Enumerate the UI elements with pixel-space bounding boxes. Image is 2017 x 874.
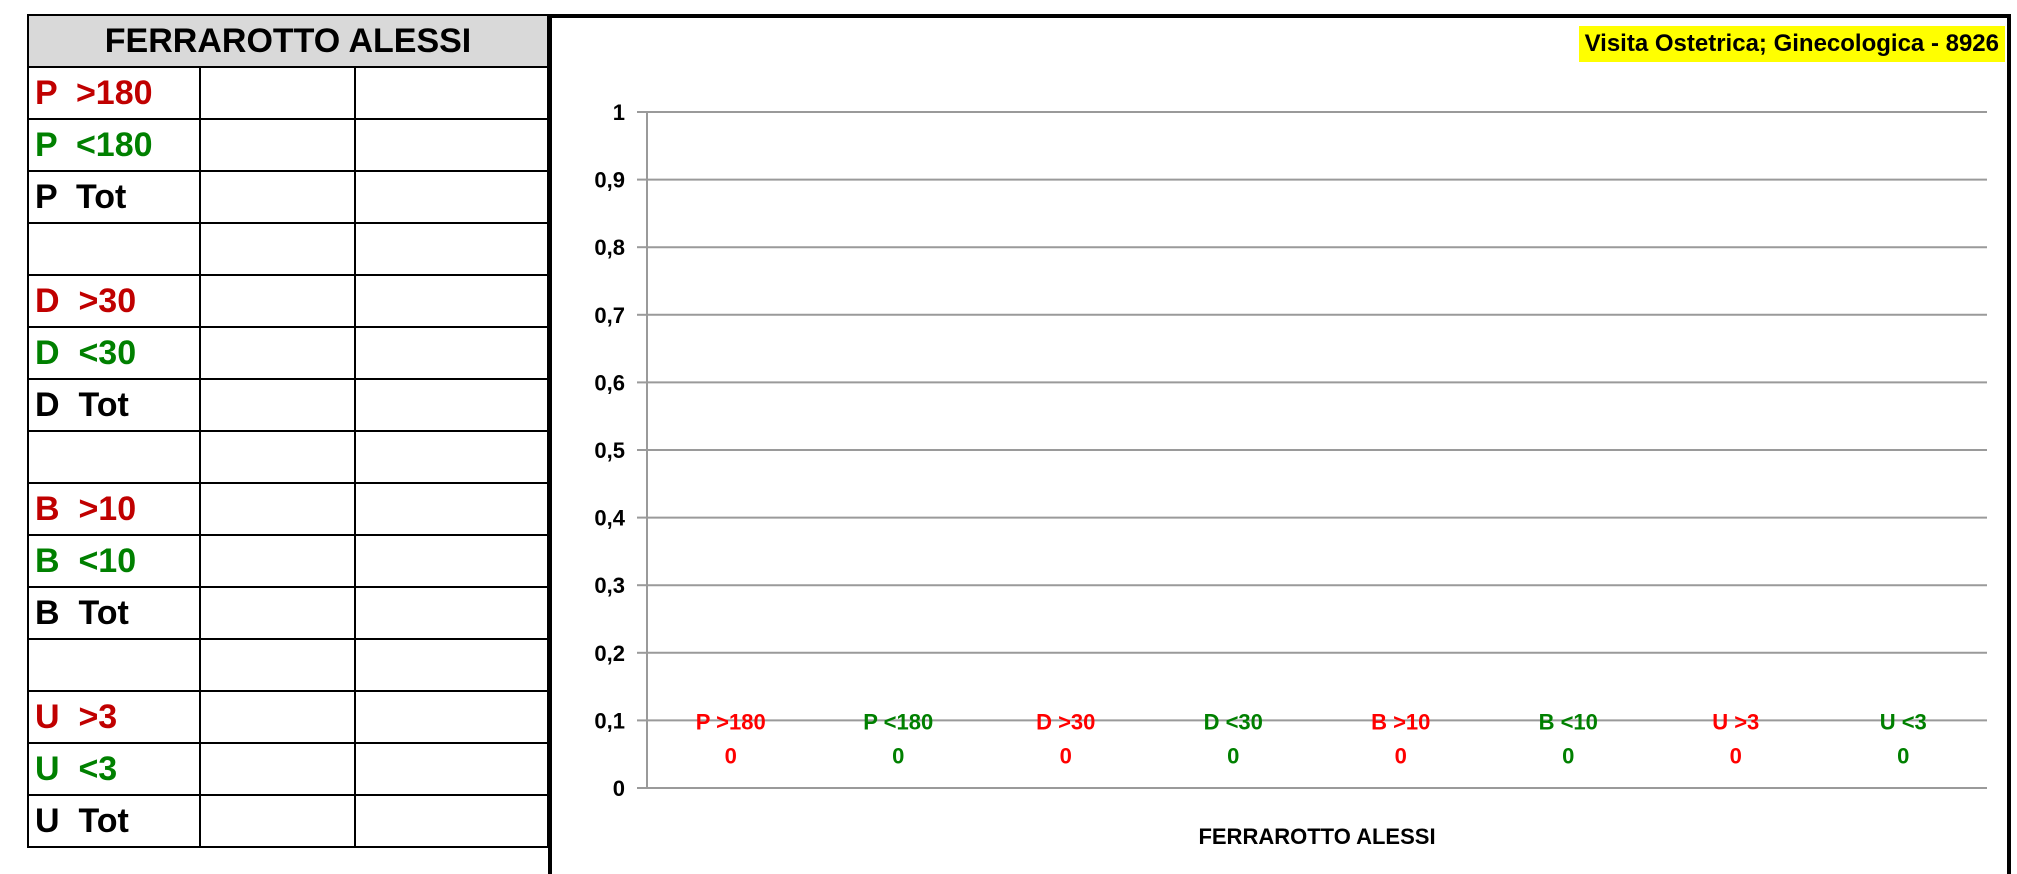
category-label: U <3 bbox=[1880, 709, 1927, 734]
category-label: B >10 bbox=[1371, 709, 1430, 734]
bar-chart: 0 0,1 0,2 0,3 0,4 0,5 0,6 0,7 0,8 0,9 1 P >180 0 P <1… bbox=[594, 100, 1987, 849]
x-axis-title: FERRAROTTO ALESSI bbox=[1198, 824, 1435, 849]
table-row: D Tot bbox=[27, 378, 550, 432]
summary-table: FERRAROTTO ALESSI P >180 P <180 P Tot D >30… bbox=[26, 14, 550, 848]
row-value-cell bbox=[199, 794, 356, 848]
data-label: 0 bbox=[1897, 743, 1909, 768]
row-label bbox=[27, 430, 201, 484]
table-row: U >3 bbox=[27, 690, 550, 744]
y-tick-label: 1 bbox=[613, 100, 625, 125]
row-label: D >30 bbox=[27, 274, 201, 328]
y-tick-label: 0,9 bbox=[594, 168, 625, 193]
y-tick-label: 0,5 bbox=[594, 438, 625, 463]
row-label: D Tot bbox=[27, 378, 201, 432]
table-row: P Tot bbox=[27, 170, 550, 224]
row-value-cell bbox=[199, 222, 356, 276]
table-row: U <3 bbox=[27, 742, 550, 796]
row-value-cell bbox=[199, 638, 356, 692]
row-label bbox=[27, 222, 201, 276]
data-label: 0 bbox=[1060, 743, 1072, 768]
data-label: 0 bbox=[892, 743, 904, 768]
row-value-cell bbox=[353, 742, 550, 796]
category-label: P >180 bbox=[696, 709, 766, 734]
category-label: U >3 bbox=[1712, 709, 1759, 734]
table-row: B >10 bbox=[27, 482, 550, 536]
row-label: U Tot bbox=[27, 794, 201, 848]
row-value-cell bbox=[199, 378, 356, 432]
row-label bbox=[27, 638, 201, 692]
y-tick-label: 0 bbox=[613, 776, 625, 801]
table-row: B <10 bbox=[27, 534, 550, 588]
table-row: P <180 bbox=[27, 118, 550, 172]
data-label: 0 bbox=[1730, 743, 1742, 768]
row-value-cell bbox=[353, 326, 550, 380]
data-label: 0 bbox=[1227, 743, 1239, 768]
row-value-cell bbox=[199, 66, 356, 120]
row-label: B Tot bbox=[27, 586, 201, 640]
row-value-cell bbox=[199, 534, 356, 588]
category-label: P <180 bbox=[863, 709, 933, 734]
row-value-cell bbox=[353, 638, 550, 692]
table-row bbox=[27, 638, 550, 692]
table-header: FERRAROTTO ALESSI bbox=[26, 14, 550, 68]
y-tick-label: 0,7 bbox=[594, 303, 625, 328]
row-value-cell bbox=[353, 586, 550, 640]
row-value-cell bbox=[353, 274, 550, 328]
row-label: U <3 bbox=[27, 742, 201, 796]
row-value-cell bbox=[199, 586, 356, 640]
y-tick-label: 0,1 bbox=[594, 708, 625, 733]
row-value-cell bbox=[199, 326, 356, 380]
row-value-cell bbox=[199, 482, 356, 536]
table-row: D >30 bbox=[27, 274, 550, 328]
row-value-cell bbox=[199, 118, 356, 172]
table-row bbox=[27, 222, 550, 276]
row-label: P >180 bbox=[27, 66, 201, 120]
row-value-cell bbox=[353, 430, 550, 484]
table-row: B Tot bbox=[27, 586, 550, 640]
data-label: 0 bbox=[1395, 743, 1407, 768]
y-tick-label: 0,6 bbox=[594, 370, 625, 395]
row-value-cell bbox=[353, 66, 550, 120]
row-value-cell bbox=[353, 534, 550, 588]
data-label: 0 bbox=[725, 743, 737, 768]
row-label: P <180 bbox=[27, 118, 201, 172]
row-value-cell bbox=[353, 378, 550, 432]
row-value-cell bbox=[353, 482, 550, 536]
row-value-cell bbox=[199, 430, 356, 484]
row-value-cell bbox=[353, 690, 550, 744]
y-tick-label: 0,3 bbox=[594, 573, 625, 598]
category-label: D >30 bbox=[1036, 709, 1095, 734]
row-label: B <10 bbox=[27, 534, 201, 588]
row-value-cell bbox=[353, 118, 550, 172]
y-tick-label: 0,2 bbox=[594, 641, 625, 666]
row-value-cell bbox=[353, 222, 550, 276]
table-row: D <30 bbox=[27, 326, 550, 380]
table-row: P >180 bbox=[27, 66, 550, 120]
row-label: D <30 bbox=[27, 326, 201, 380]
row-value-cell bbox=[353, 170, 550, 224]
category-label: B <10 bbox=[1539, 709, 1598, 734]
y-tick-label: 0,4 bbox=[594, 506, 625, 531]
chart-title: Visita Ostetrica; Ginecologica - 8926 bbox=[1578, 26, 2005, 62]
row-label: P Tot bbox=[27, 170, 201, 224]
row-value-cell bbox=[199, 274, 356, 328]
table-row bbox=[27, 430, 550, 484]
row-label: U >3 bbox=[27, 690, 201, 744]
row-value-cell bbox=[199, 690, 356, 744]
y-tick-label: 0,8 bbox=[594, 235, 625, 260]
row-value-cell bbox=[199, 742, 356, 796]
row-label: B >10 bbox=[27, 482, 201, 536]
data-label: 0 bbox=[1562, 743, 1574, 768]
category-label: D <30 bbox=[1204, 709, 1263, 734]
table-row: U Tot bbox=[27, 794, 550, 848]
row-value-cell bbox=[199, 170, 356, 224]
row-value-cell bbox=[353, 794, 550, 848]
